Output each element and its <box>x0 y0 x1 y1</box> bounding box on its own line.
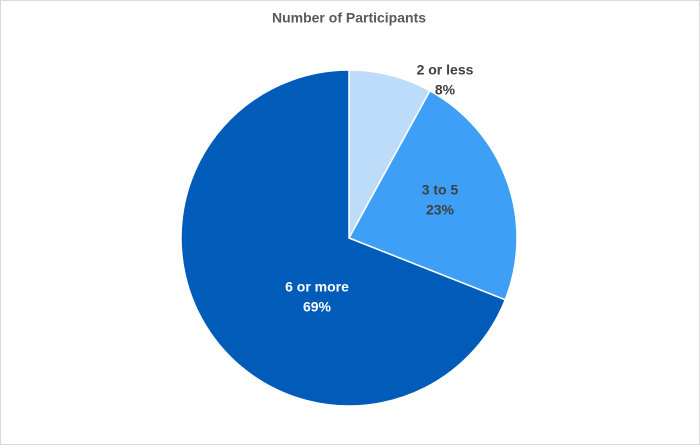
slice-label: 3 to 5 <box>422 182 459 198</box>
pie-slice <box>180 69 507 407</box>
slice-value-label: 8% <box>435 82 456 98</box>
chart-title: Number of Participants <box>272 10 426 26</box>
slice-label: 6 or more <box>285 279 349 295</box>
slice-value-label: 69% <box>303 299 332 315</box>
slice-label: 2 or less <box>417 62 474 78</box>
slice-value-label: 23% <box>426 202 455 218</box>
pie-slice <box>347 89 518 301</box>
